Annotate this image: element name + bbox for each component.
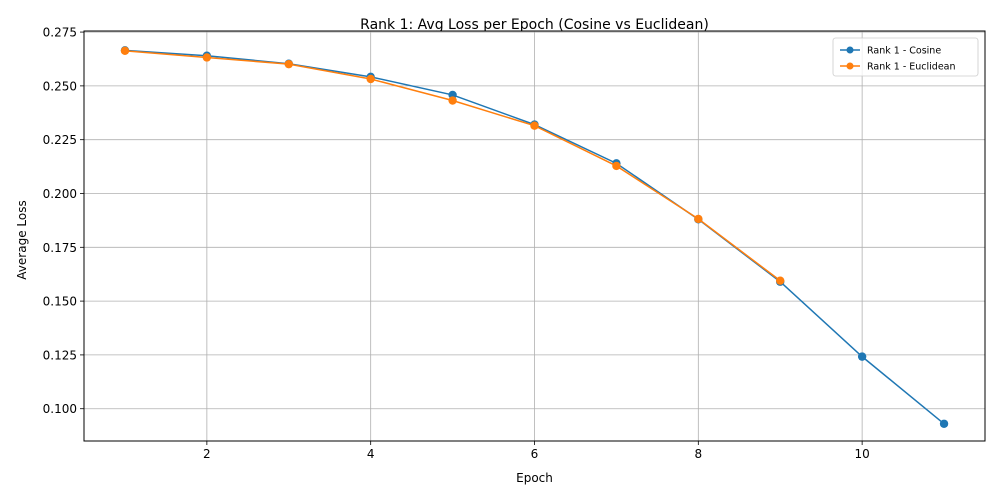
y-tick-label: 0.175 [43, 241, 77, 255]
x-axis-ticks: 2 4 6 8 10 [203, 441, 870, 461]
data-point [284, 59, 293, 69]
legend-marker [846, 46, 854, 54]
legend-label: Rank 1 - Cosine [867, 46, 941, 57]
series-layer [120, 46, 949, 428]
grid-lines [84, 31, 985, 441]
x-axis-label: Epoch [516, 471, 553, 485]
data-point [857, 352, 867, 361]
x-tick-label: 8 [694, 447, 702, 461]
data-point [694, 214, 703, 224]
y-axis-label: Average Loss [15, 200, 29, 279]
legend-label: Rank 1 - Euclidean [867, 62, 956, 73]
series-2 [120, 46, 785, 285]
y-tick-label: 0.150 [43, 295, 77, 309]
legend-box [832, 37, 979, 77]
legend-item: Rank 1 - Cosine [840, 46, 941, 57]
data-point [120, 46, 130, 56]
legend-marker [846, 62, 854, 70]
data-point [202, 53, 212, 62]
y-tick-label: 0.125 [43, 348, 77, 362]
chart-title: Rank 1: Avg Loss per Epoch (Cosine vs Eu… [360, 17, 709, 33]
data-point [612, 161, 621, 171]
legend: Rank 1 - Cosine Rank 1 - Euclidean [832, 37, 979, 77]
legend-item: Rank 1 - Euclidean [840, 62, 956, 73]
x-tick-label: 4 [367, 447, 375, 461]
y-tick-label: 0.275 [43, 26, 77, 40]
data-point [366, 74, 375, 84]
y-axis-ticks: 0.100 0.125 0.150 0.175 0.200 0.225 0.250 0.275 [43, 26, 84, 416]
y-tick-label: 0.225 [43, 133, 77, 147]
y-tick-label: 0.250 [43, 79, 77, 93]
x-tick-label: 10 [854, 447, 869, 461]
y-tick-label: 0.100 [43, 402, 77, 416]
data-point [530, 121, 539, 130]
y-tick-label: 0.200 [43, 187, 77, 201]
data-point [939, 419, 949, 428]
x-tick-label: 2 [203, 447, 211, 461]
plot-area: 2 4 6 8 10 0.100 0.125 0.150 0.175 0.200 0.225 0.2… [43, 26, 986, 461]
x-tick-label: 6 [531, 447, 539, 461]
data-point [448, 96, 457, 105]
data-point [776, 276, 785, 285]
